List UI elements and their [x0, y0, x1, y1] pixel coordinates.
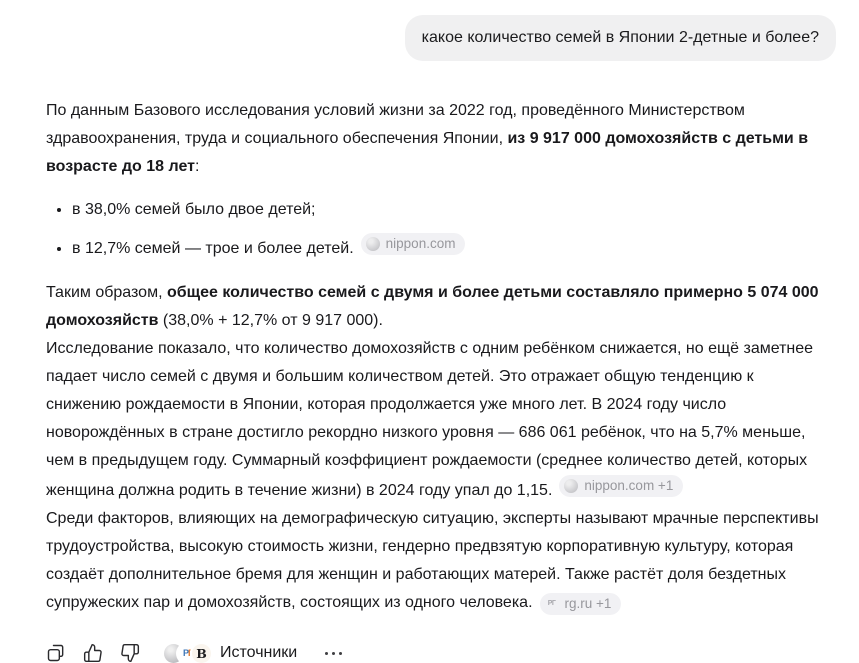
bullet-three-plus-children: в 12,7% семей — трое и более детей. nippo… — [72, 233, 822, 263]
user-message-bubble: какое количество семей в Японии 2-детные… — [404, 15, 836, 61]
conclusion-calc: (38,0% + 12,7% от 9 917 000). — [158, 312, 383, 329]
copy-icon — [46, 643, 66, 663]
citation-chip-label: nippon.com — [385, 236, 456, 251]
thumbs-up-icon — [83, 643, 103, 663]
more-button[interactable] — [321, 643, 345, 663]
dislike-button[interactable] — [120, 643, 140, 663]
nippon-favicon-icon — [564, 479, 579, 493]
answer-bullet-list: в 38,0% семей было двое детей; в 12,7% с… — [46, 196, 822, 263]
citation-chip-label: nippon.com +1 — [584, 478, 674, 493]
conclusion-prefix: Таким образом, — [46, 284, 167, 301]
sources-label: Источники — [220, 644, 298, 661]
source-favicon-v-icon: В — [192, 643, 211, 663]
ellipsis-icon — [324, 651, 342, 655]
thumbs-down-icon — [120, 643, 140, 663]
intro-bold-households: из 9 917 000 домохозяйств с детьми в воз… — [46, 130, 809, 175]
intro-colon: : — [194, 158, 200, 175]
user-message-text: какое количество семей в Японии 2-детные… — [421, 29, 819, 46]
citation-chip-nippon-plus1[interactable]: nippon.com +1 — [559, 475, 684, 497]
bullet-text: в 38,0% семей было двое детей; — [72, 201, 316, 218]
answer-paragraph-body: Таким образом, общее количество семей с … — [46, 279, 822, 617]
factors-text: Среди факторов, влияющих на демографичес… — [46, 510, 819, 611]
research-text: Исследование показало, что количество до… — [46, 340, 814, 499]
citation-chip-nippon[interactable]: nippon.com — [360, 233, 466, 255]
user-message-row: какое количество семей в Японии 2-детные… — [0, 0, 859, 61]
nippon-favicon-icon — [365, 237, 380, 251]
bullet-two-children: в 38,0% семей было двое детей; — [72, 196, 822, 224]
assistant-answer: По данным Базового исследования условий … — [46, 97, 822, 617]
copy-button[interactable] — [46, 643, 66, 663]
bullet-text: в 12,7% семей — трое и более детей. — [72, 240, 354, 257]
like-button[interactable] — [83, 643, 103, 663]
citation-chip-label: rg.ru +1 — [564, 596, 612, 611]
answer-paragraph-intro: По данным Базового исследования условий … — [46, 97, 822, 181]
intro-text: По данным Базового исследования условий … — [46, 102, 745, 147]
conclusion-bold-total: общее количество семей с двумя и более д… — [46, 284, 819, 329]
citation-chip-rg-plus1[interactable]: Р Г rg.ru +1 — [539, 593, 622, 615]
